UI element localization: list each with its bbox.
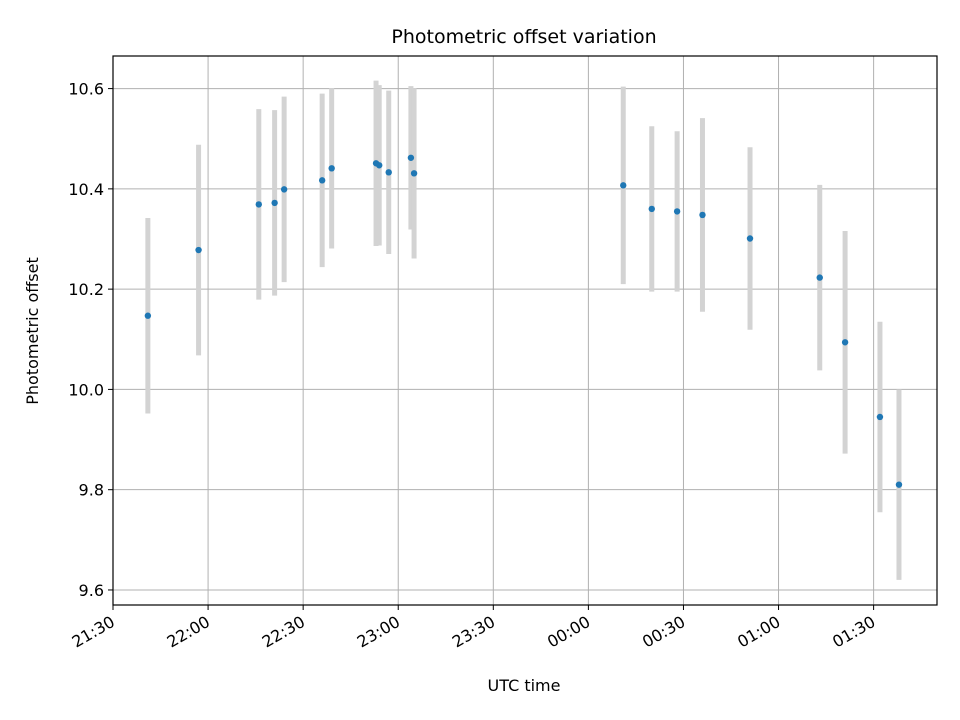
data-point	[144, 312, 152, 319]
data-point	[876, 413, 884, 421]
data-point	[841, 339, 849, 346]
y-tick-label: 10.4	[68, 180, 104, 199]
data-point	[746, 235, 754, 242]
data-point	[895, 481, 903, 488]
data-point	[271, 199, 278, 207]
data-point	[407, 154, 415, 161]
data-point	[648, 205, 655, 213]
data-point	[280, 186, 288, 193]
data-point	[620, 182, 627, 189]
data-point	[816, 274, 823, 281]
y-axis-ticks: 9.6 9.8 10.0 10.2 10.4 10.6	[68, 80, 113, 600]
data-point	[255, 201, 262, 208]
grid	[112, 56, 937, 605]
plot-frame	[112, 55, 938, 606]
data-point	[195, 246, 202, 254]
data-point	[699, 211, 706, 219]
y-axis-label: Photometric offset	[23, 257, 42, 405]
y-tick-label: 10.2	[68, 280, 104, 299]
data-point	[376, 162, 383, 169]
data-point	[410, 170, 418, 177]
data-point	[328, 165, 335, 172]
x-axis-label: UTC time	[488, 676, 561, 695]
chart-title: Photometric offset variation	[391, 26, 656, 48]
y-tick-label: 10.6	[68, 80, 104, 99]
y-tick-label: 9.8	[79, 481, 104, 500]
data-point	[673, 208, 681, 215]
data-point	[385, 169, 392, 176]
data-points	[144, 154, 903, 488]
data-point	[318, 177, 326, 184]
y-tick-label: 10.0	[68, 380, 104, 399]
y-tick-label: 9.6	[79, 581, 104, 600]
